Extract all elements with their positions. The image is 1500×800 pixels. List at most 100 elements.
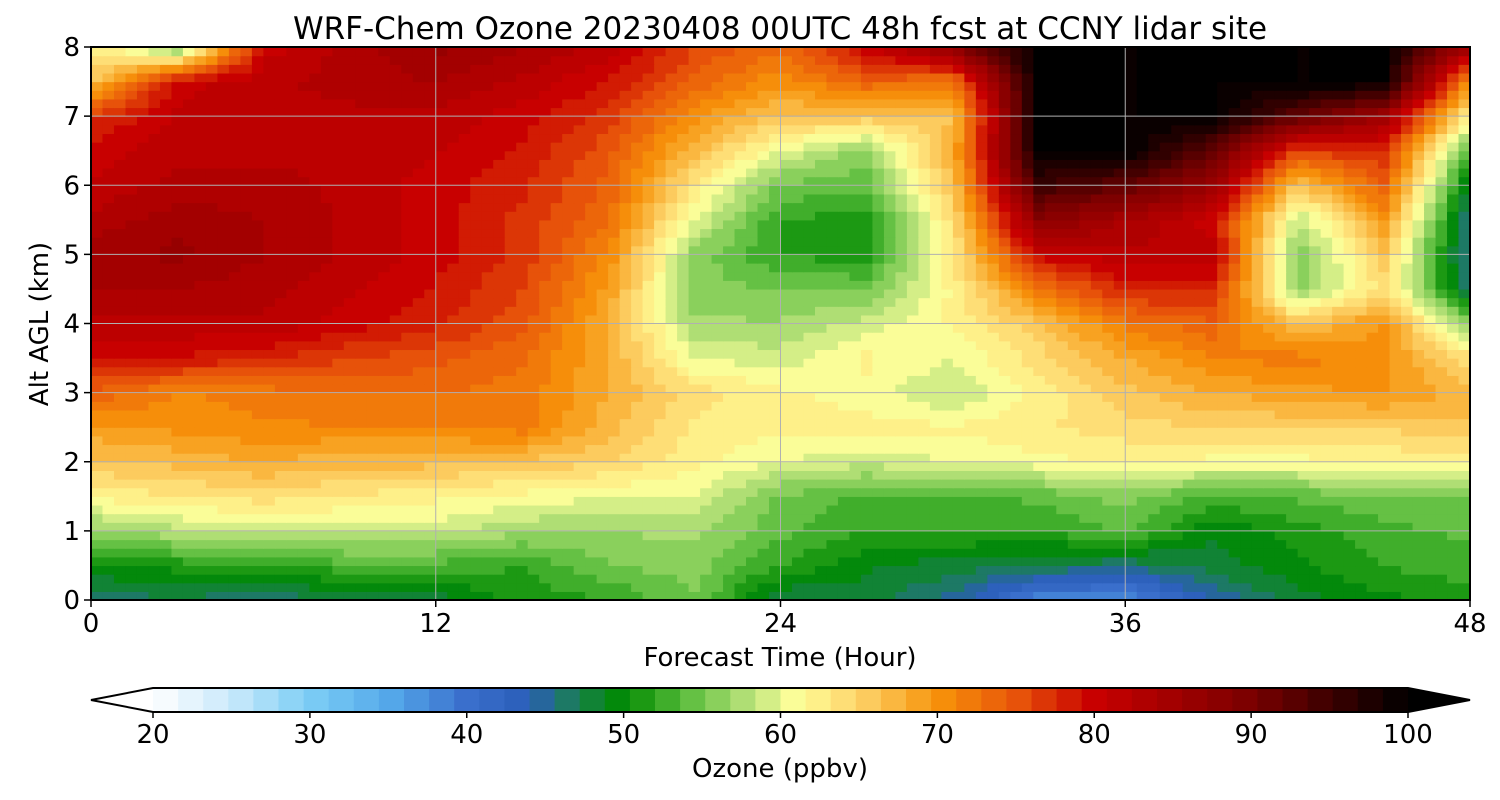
heatmap-cell <box>550 409 563 420</box>
heatmap-cell <box>723 409 736 420</box>
heatmap-cell <box>1332 349 1345 359</box>
heatmap-cell <box>665 479 678 489</box>
heatmap-cell <box>91 332 104 342</box>
heatmap-cell <box>412 461 425 471</box>
heatmap-cell <box>102 530 115 541</box>
heatmap-cell <box>1401 280 1414 290</box>
heatmap-cell <box>378 496 391 506</box>
heatmap-cell <box>1136 435 1149 446</box>
heatmap-cell <box>872 383 885 394</box>
heatmap-cell <box>1343 453 1356 463</box>
heatmap-cell <box>596 522 609 532</box>
heatmap-cell <box>1079 383 1092 394</box>
heatmap-cell <box>1171 349 1184 359</box>
heatmap-cell <box>159 418 173 428</box>
heatmap-cell <box>493 582 506 592</box>
heatmap-cell <box>194 306 207 316</box>
heatmap-cell <box>734 444 747 454</box>
heatmap-cell <box>987 297 1000 307</box>
heatmap-cell <box>228 496 241 506</box>
heatmap-cell <box>470 332 483 342</box>
heatmap-cell <box>1424 582 1437 592</box>
heatmap-cell <box>251 383 264 394</box>
heatmap-cell <box>1148 548 1161 558</box>
heatmap-cell <box>205 504 219 515</box>
heatmap-cell <box>975 435 988 446</box>
heatmap-cell <box>1263 487 1276 497</box>
heatmap-cell <box>723 418 736 428</box>
heatmap-cell <box>1021 522 1034 532</box>
heatmap-cell <box>171 556 184 567</box>
heatmap-cell <box>251 332 264 342</box>
heatmap-cell <box>136 332 150 342</box>
heatmap-cell <box>906 479 919 489</box>
heatmap-cell <box>769 522 782 532</box>
heatmap-cell <box>998 582 1011 592</box>
heatmap-cell <box>194 513 207 523</box>
heatmap-cell <box>1125 487 1138 497</box>
heatmap-cell <box>791 479 805 489</box>
heatmap-cell <box>1297 409 1310 420</box>
heatmap-cell <box>1447 358 1460 368</box>
heatmap-cell <box>929 418 942 428</box>
heatmap-cell <box>102 461 115 471</box>
heatmap-cell <box>1113 314 1126 325</box>
heatmap-cell <box>631 375 644 385</box>
heatmap-cell <box>343 375 356 385</box>
heatmap-cell <box>297 418 310 428</box>
heatmap-cell <box>791 487 805 497</box>
heatmap-cell <box>228 470 241 480</box>
heatmap-cell <box>1090 349 1103 359</box>
heatmap-cell <box>182 479 196 489</box>
heatmap-cell <box>91 444 104 454</box>
heatmap-cell <box>1355 332 1368 342</box>
heatmap-cell <box>895 332 908 342</box>
heatmap-cell <box>1366 539 1379 549</box>
heatmap-cell <box>1320 323 1333 333</box>
heatmap-cell <box>769 444 782 454</box>
heatmap-cell <box>1079 427 1092 437</box>
heatmap-cell <box>251 574 264 584</box>
heatmap-cell <box>504 306 517 316</box>
heatmap-cell <box>228 556 241 567</box>
heatmap-cell <box>585 487 598 497</box>
heatmap-cell <box>929 332 942 342</box>
heatmap-cell <box>987 591 1000 600</box>
heatmap-cell <box>883 392 897 402</box>
heatmap-cell <box>1136 297 1149 307</box>
heatmap-cell <box>91 591 104 600</box>
heatmap-cell <box>240 574 253 584</box>
heatmap-cell <box>1458 487 1470 497</box>
heatmap-cell <box>746 288 759 299</box>
heatmap-cell <box>1136 254 1149 264</box>
heatmap-cell <box>1389 496 1402 506</box>
heatmap-cell <box>964 487 977 497</box>
heatmap-cell <box>1182 548 1195 558</box>
heatmap-cell <box>964 237 977 247</box>
heatmap-cell <box>332 401 345 411</box>
heatmap-cell <box>746 496 759 506</box>
heatmap-cell <box>550 582 563 592</box>
heatmap-cell <box>1309 383 1322 394</box>
heatmap-cell <box>1240 314 1253 325</box>
heatmap-cell <box>1458 254 1470 264</box>
heatmap-cell <box>608 340 621 351</box>
heatmap-cell <box>998 401 1011 411</box>
heatmap-cell <box>998 340 1011 351</box>
heatmap-cell <box>412 383 425 394</box>
heatmap-cell <box>251 582 264 592</box>
heatmap-cell <box>516 556 529 567</box>
heatmap-cell <box>814 582 828 592</box>
heatmap-cell <box>447 383 460 394</box>
heatmap-cell <box>1424 297 1437 307</box>
heatmap-cell <box>1148 435 1161 446</box>
heatmap-cell <box>493 548 506 558</box>
heatmap-cell <box>757 383 770 394</box>
heatmap-cell <box>1159 409 1172 420</box>
heatmap-cell <box>723 435 736 446</box>
heatmap-cell <box>769 280 782 290</box>
heatmap-cell <box>665 513 678 523</box>
heatmap-cell <box>217 435 230 446</box>
heatmap-cell <box>929 409 942 420</box>
heatmap-cell <box>562 366 575 376</box>
